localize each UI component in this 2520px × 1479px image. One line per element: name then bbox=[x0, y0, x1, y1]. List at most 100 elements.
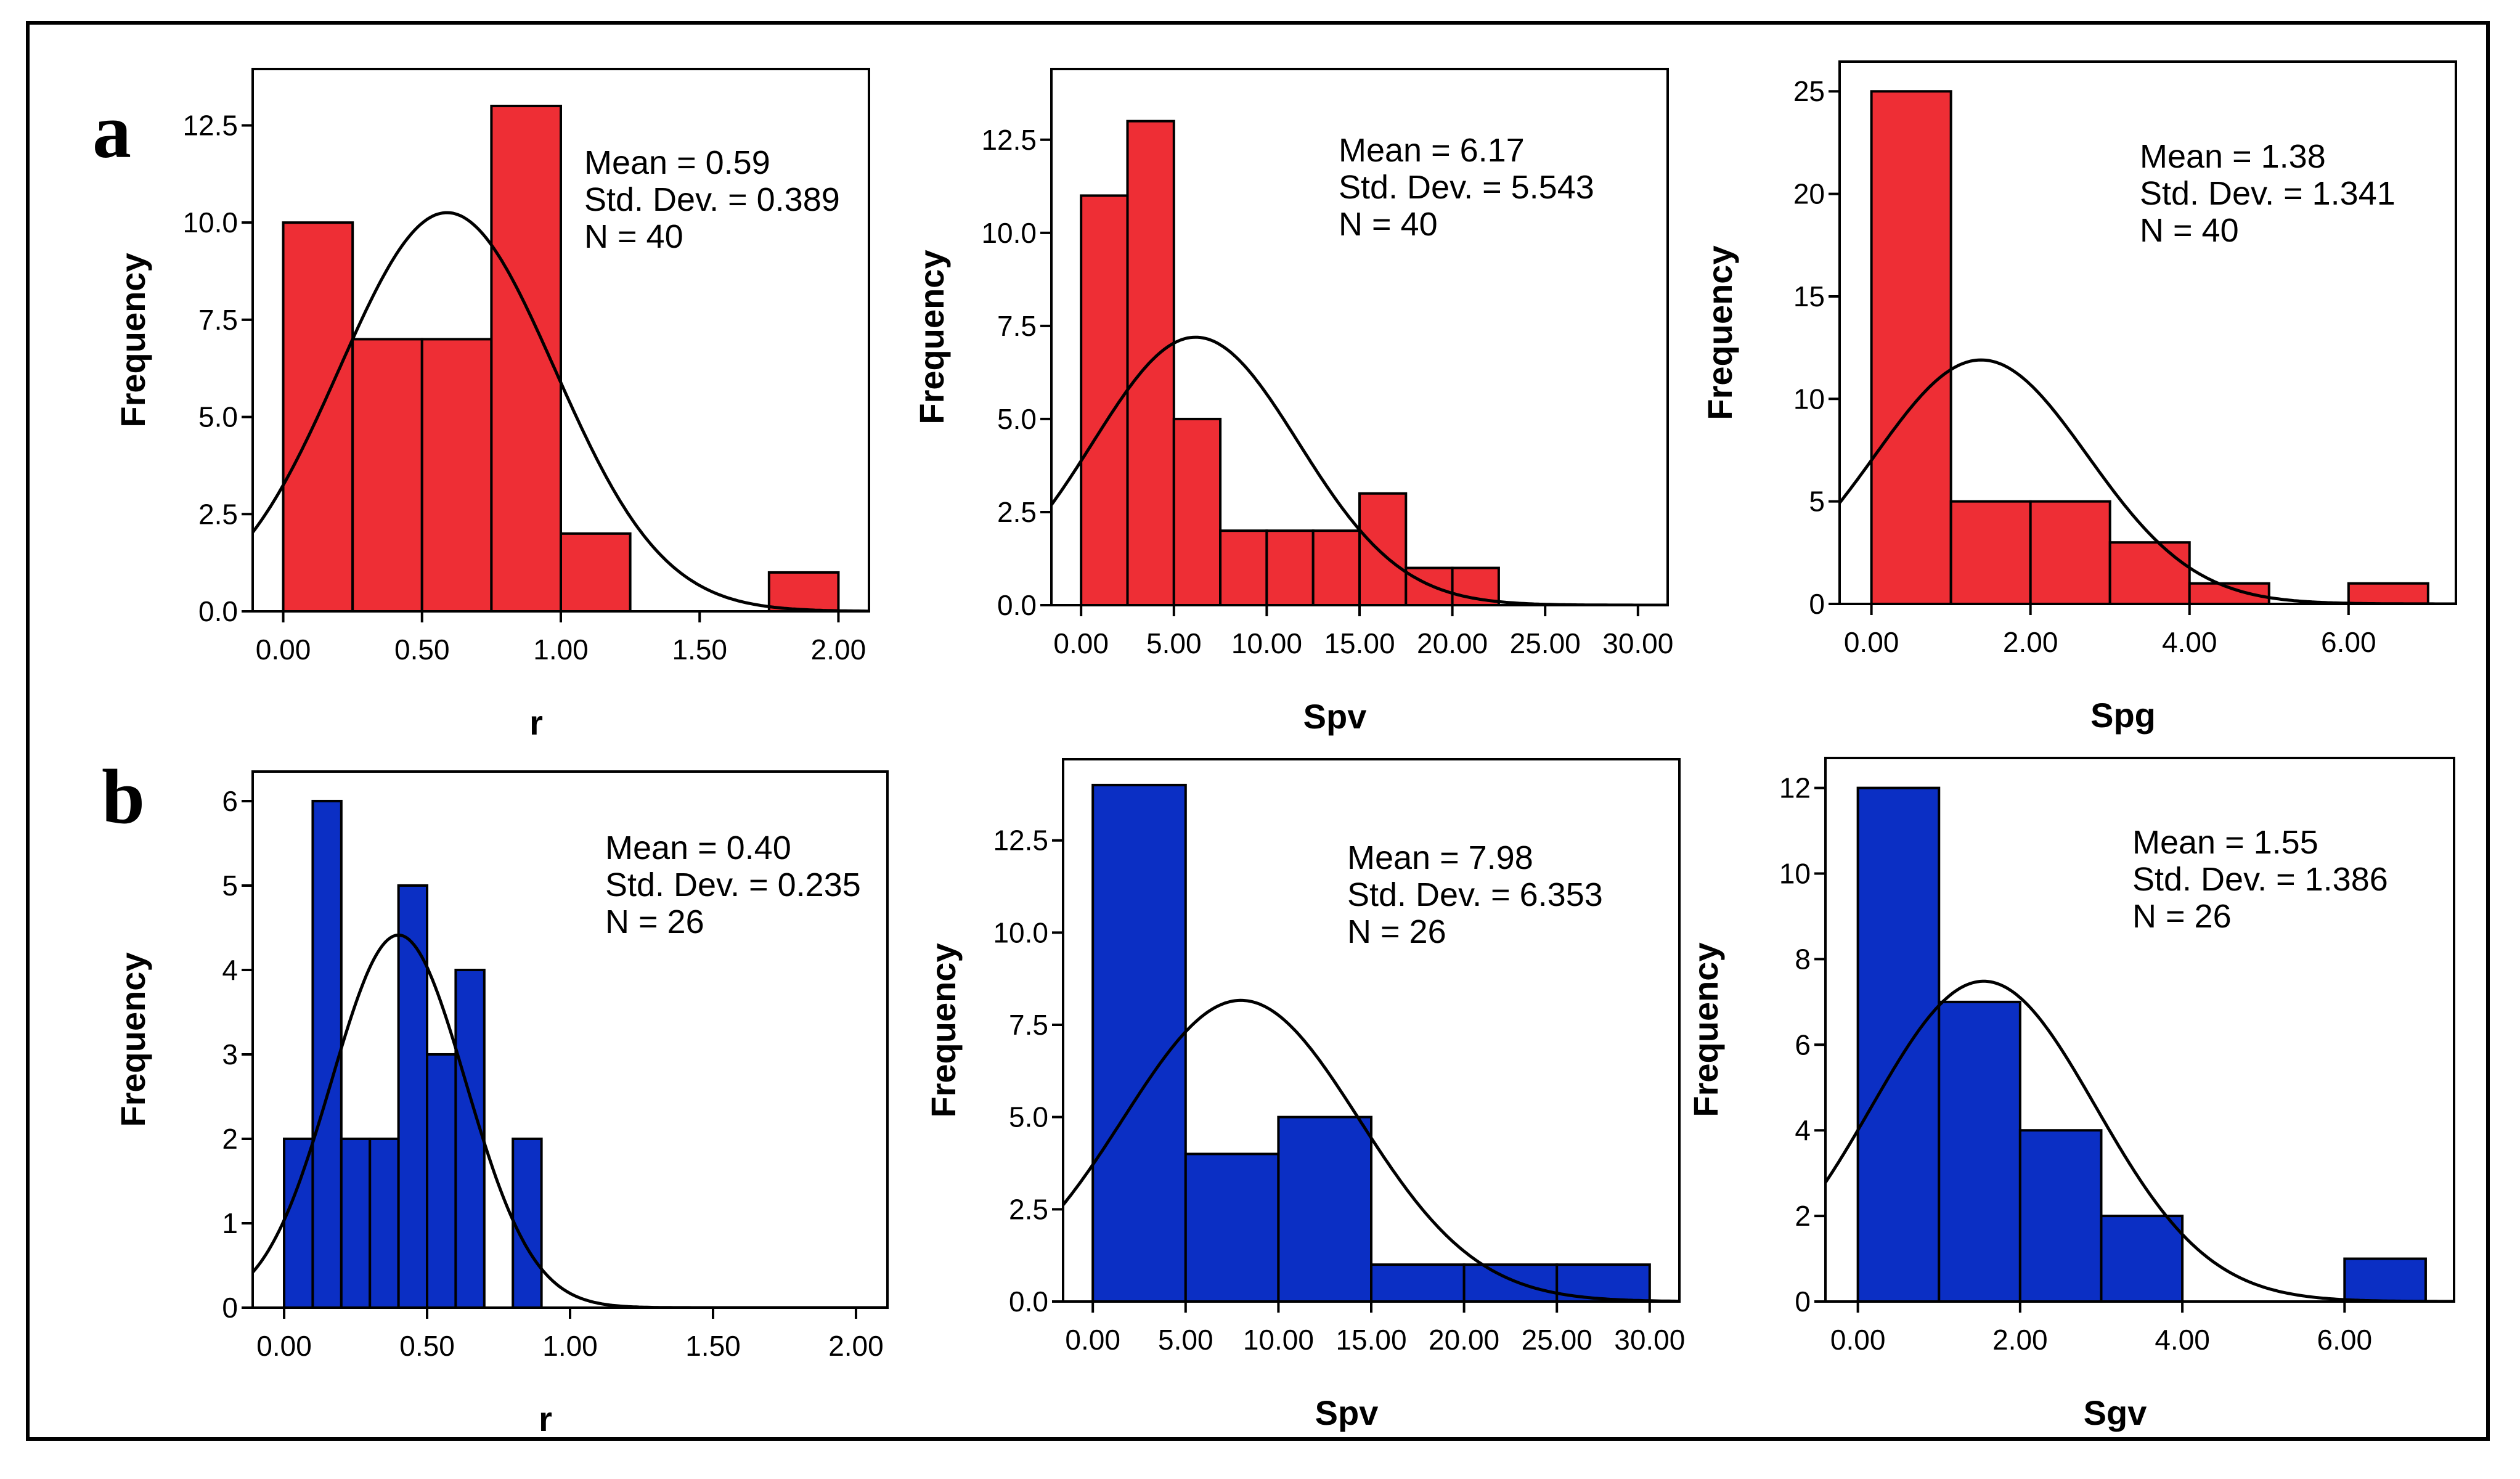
y-tick-label: 4 bbox=[1795, 1114, 1811, 1146]
histogram-bar bbox=[397, 884, 429, 1309]
histogram-bar bbox=[1091, 783, 1187, 1303]
histogram-bar bbox=[2347, 582, 2429, 605]
histogram-bar bbox=[426, 1053, 457, 1309]
stats-line: Std. Dev. = 6.353 bbox=[1347, 876, 1603, 913]
chart-3: 0.00 2.00 4.00 6.00 0 5 10 15 20 25 Spg Frequency Me… bbox=[1700, 60, 2457, 735]
x-tick-label: 1.50 bbox=[672, 634, 727, 666]
y-tick-label: 12 bbox=[1779, 772, 1811, 804]
y-tick-label: 0 bbox=[222, 1292, 238, 1324]
x-axis-label: r bbox=[529, 703, 543, 742]
chart-2: 0.00 5.00 10.00 15.00 20.00 25.00 30.00 0.0 2.5 5… bbox=[912, 68, 1673, 736]
y-tick-label: 7.5 bbox=[997, 310, 1037, 342]
stats-line: Mean = 7.98 bbox=[1347, 839, 1533, 876]
histogram-bar bbox=[1358, 492, 1408, 606]
stats-line: N = 26 bbox=[605, 903, 704, 940]
figure-frame bbox=[26, 21, 2490, 1441]
x-tick-label: 15.00 bbox=[1335, 1324, 1406, 1356]
y-tick-label: 2 bbox=[222, 1123, 238, 1155]
x-tick-label: 0.00 bbox=[1830, 1324, 1886, 1356]
x-axis-label: r bbox=[539, 1400, 552, 1438]
y-tick-label: 2.5 bbox=[198, 498, 238, 530]
x-tick-label: 2.00 bbox=[811, 634, 867, 666]
y-tick-label: 25 bbox=[1793, 75, 1825, 107]
stats-line: Std. Dev. = 1.386 bbox=[2132, 861, 2388, 898]
x-axis-label: Spv bbox=[1315, 1393, 1379, 1432]
x-tick-label: 30.00 bbox=[1602, 627, 1673, 659]
x-tick-label: 30.00 bbox=[1614, 1324, 1685, 1356]
stats-line: Mean = 6.17 bbox=[1339, 132, 1525, 169]
y-tick-label: 10 bbox=[1779, 858, 1811, 890]
x-tick-label: 0.50 bbox=[394, 634, 450, 666]
histogram-bar bbox=[340, 1137, 372, 1309]
stats-line: Mean = 0.40 bbox=[605, 829, 791, 866]
histogram-bar bbox=[1462, 1263, 1559, 1303]
chart-5: 0.00 5.00 10.00 15.00 20.00 25.00 30.00 0.0 2.5 5… bbox=[924, 758, 1685, 1432]
histogram-bar bbox=[1219, 529, 1268, 607]
y-tick-label: 5 bbox=[1809, 486, 1825, 518]
x-tick-label: 1.00 bbox=[533, 634, 589, 666]
y-tick-label: 5.0 bbox=[997, 403, 1037, 435]
x-tick-label: 0.00 bbox=[256, 1330, 312, 1362]
stats-line: Mean = 1.55 bbox=[2132, 824, 2318, 861]
x-axis-label: Spv bbox=[1303, 697, 1367, 736]
x-tick-label: 25.00 bbox=[1510, 627, 1581, 659]
histogram-bar bbox=[2029, 500, 2111, 605]
stats-line: Std. Dev. = 1.341 bbox=[2140, 175, 2396, 212]
x-tick-label: 0.00 bbox=[1844, 626, 1899, 658]
histogram-bar bbox=[2018, 1129, 2103, 1303]
y-tick-label: 8 bbox=[1795, 943, 1811, 975]
y-tick-label: 15 bbox=[1793, 280, 1825, 312]
histogram-bar bbox=[2108, 541, 2191, 605]
histogram-bar bbox=[311, 799, 343, 1309]
x-tick-label: 2.00 bbox=[828, 1330, 884, 1362]
y-tick-label: 20 bbox=[1793, 178, 1825, 210]
normal-curve bbox=[253, 933, 887, 1308]
y-tick-label: 10.0 bbox=[981, 217, 1037, 249]
histogram-bar bbox=[1405, 566, 1454, 606]
y-tick-label: 12.5 bbox=[981, 124, 1037, 156]
histogram-bar bbox=[351, 338, 423, 613]
y-tick-label: 12.5 bbox=[182, 109, 238, 141]
x-tick-label: 0.00 bbox=[256, 634, 311, 666]
histogram-bar bbox=[767, 571, 840, 613]
x-axis-label: Spg bbox=[2090, 696, 2156, 735]
x-tick-label: 25.00 bbox=[1522, 1324, 1592, 1356]
y-tick-label: 6 bbox=[222, 785, 238, 817]
y-tick-label: 2 bbox=[1795, 1200, 1811, 1232]
y-tick-label: 5 bbox=[222, 870, 238, 902]
x-tick-label: 5.00 bbox=[1146, 627, 1202, 659]
chart-1: 0.00 0.50 1.00 1.50 2.00 0.0 2.5 5.0 7.5 10.0 12.5… bbox=[113, 68, 870, 742]
histogram-bar bbox=[1870, 90, 1952, 606]
y-tick-label: 5.0 bbox=[198, 401, 238, 433]
y-tick-label: 5.0 bbox=[1009, 1101, 1048, 1133]
y-tick-label: 0 bbox=[1809, 588, 1825, 620]
normal-curve bbox=[1063, 998, 1679, 1302]
y-tick-label: 10.0 bbox=[993, 916, 1048, 948]
histogram-bar bbox=[560, 532, 632, 613]
stats-line: N = 26 bbox=[2132, 898, 2232, 935]
y-axis-label: Frequency bbox=[912, 250, 951, 424]
y-tick-label: 3 bbox=[222, 1038, 238, 1070]
x-tick-label: 6.00 bbox=[2321, 626, 2376, 658]
y-axis-label: Frequency bbox=[1686, 942, 1725, 1117]
y-axis-label: Frequency bbox=[1700, 245, 1739, 420]
stats-line: Std. Dev. = 5.543 bbox=[1339, 169, 1594, 206]
x-tick-label: 4.00 bbox=[2155, 1324, 2210, 1356]
y-tick-label: 12.5 bbox=[993, 825, 1048, 857]
histogram-bar bbox=[1938, 1000, 2021, 1303]
stats-line: Mean = 0.59 bbox=[584, 144, 770, 181]
histogram-bar bbox=[369, 1137, 400, 1309]
y-tick-label: 1 bbox=[222, 1207, 238, 1239]
y-tick-label: 7.5 bbox=[198, 304, 238, 336]
stats-line: N = 26 bbox=[1347, 913, 1446, 950]
panel-label-a: a bbox=[92, 89, 131, 174]
y-tick-label: 6 bbox=[1795, 1029, 1811, 1061]
histogram-bar bbox=[1949, 500, 2032, 605]
x-tick-label: 5.00 bbox=[1158, 1324, 1213, 1356]
histogram-bar bbox=[2100, 1215, 2184, 1303]
normal-curve bbox=[1825, 979, 2454, 1302]
histogram-bar bbox=[1556, 1263, 1651, 1303]
y-tick-label: 10 bbox=[1793, 383, 1825, 415]
histogram-bar bbox=[512, 1137, 543, 1309]
x-tick-label: 1.00 bbox=[542, 1330, 598, 1362]
